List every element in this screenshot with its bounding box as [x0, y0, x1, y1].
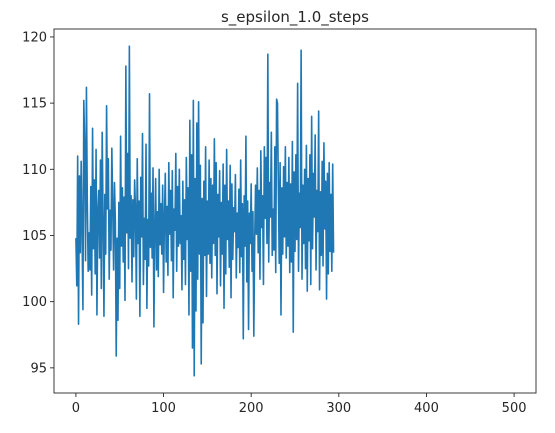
x-tick-label: 300	[326, 401, 351, 416]
y-axis: 95 100 105 110 115 120	[22, 30, 54, 376]
plot-area	[75, 45, 335, 377]
x-tick-label: 200	[239, 401, 264, 416]
x-tick-label: 100	[151, 401, 176, 416]
series-line-0	[75, 45, 335, 377]
axes-frame	[53, 28, 537, 394]
x-tick-label: 0	[72, 401, 80, 416]
y-tick-label: 95	[30, 361, 47, 376]
x-tick-label: 500	[502, 401, 527, 416]
y-tick-label: 105	[22, 229, 47, 244]
y-tick-label: 115	[22, 97, 47, 112]
x-tick-label: 400	[414, 401, 439, 416]
y-tick-label: 110	[22, 163, 47, 178]
y-tick-label: 120	[22, 30, 47, 45]
chart-title: s_epsilon_1.0_steps	[221, 8, 369, 27]
x-axis: 0 100 200 300 400 500	[72, 393, 527, 416]
y-tick-label: 100	[22, 295, 47, 310]
